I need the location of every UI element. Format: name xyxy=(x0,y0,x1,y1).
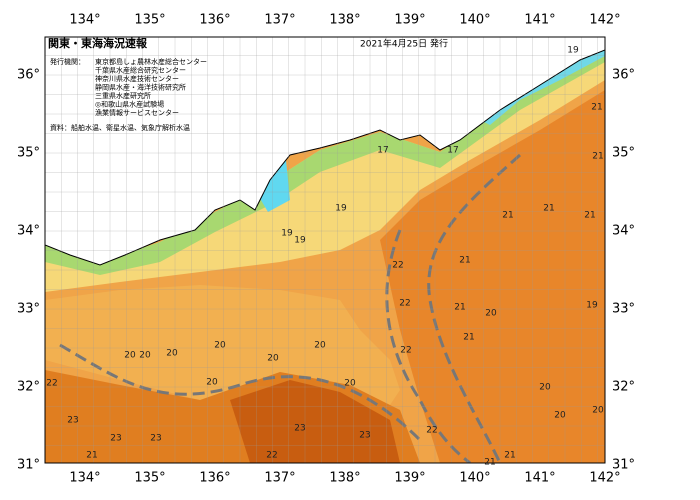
temperature-label: 21 xyxy=(454,303,465,313)
issuer: 静岡県水産・海洋技術研究所 xyxy=(95,83,186,92)
longitude-label: 139° xyxy=(394,471,425,486)
temperature-label: 17 xyxy=(377,146,388,156)
temperature-label: 20 xyxy=(314,341,326,351)
issuer: 漁業情報サービスセンター xyxy=(95,108,179,117)
temperature-label: 19 xyxy=(567,46,579,56)
longitude-label: 142° xyxy=(589,471,620,486)
temperature-label: 21 xyxy=(459,256,470,266)
issuer: 三重県水産研究所 xyxy=(95,91,151,100)
temperature-label: 22 xyxy=(392,261,403,271)
issuer: 神奈川県水産技術センター xyxy=(95,74,179,83)
latitude-label: 32° xyxy=(612,380,635,395)
map-frame xyxy=(44,36,606,464)
longitude-label: 138° xyxy=(329,471,360,486)
temperature-label: 19 xyxy=(586,301,598,311)
latitude-label: 34° xyxy=(17,224,40,239)
latitude-label: 36° xyxy=(17,68,40,83)
longitude-label: 140° xyxy=(459,471,490,486)
temperature-label: 21 xyxy=(86,451,97,461)
title: 関東・東海海況速報 xyxy=(48,36,148,50)
longitude-label: 136° xyxy=(199,471,230,486)
longitude-label: 138° xyxy=(329,13,360,28)
temperature-label: 23 xyxy=(150,434,161,444)
issuers-label: 発行機関： xyxy=(50,57,85,66)
temperature-label: 19 xyxy=(294,236,306,246)
land xyxy=(45,37,605,266)
longitude-label: 141° xyxy=(524,13,555,28)
current-edge xyxy=(427,153,522,463)
temperature-label: 21 xyxy=(463,333,474,343)
temperature-label: 20 xyxy=(554,411,566,421)
temperature-label: 23 xyxy=(67,416,78,426)
temperature-label: 20 xyxy=(206,378,218,388)
temperature-label: 23 xyxy=(359,431,370,441)
temperature-label: 20 xyxy=(124,351,136,361)
temperature-label: 22 xyxy=(426,426,437,436)
temperature-label: 21 xyxy=(504,451,515,461)
latitude-label: 35° xyxy=(612,146,635,161)
temperature-label: 22 xyxy=(266,451,277,461)
temperature-label: 21 xyxy=(543,204,554,214)
latitude-label: 31° xyxy=(612,458,635,473)
temperature-label: 20 xyxy=(267,354,279,364)
labels: 134° 134° 135° 135° 136° 136° 137° 137° 138° 138°… xyxy=(17,13,635,486)
latitude-label: 36° xyxy=(612,68,635,83)
latitude-label: 33° xyxy=(17,302,40,317)
latitude-label: 32° xyxy=(17,380,40,395)
map-area xyxy=(45,37,605,463)
longitude-label: 134° xyxy=(69,471,100,486)
temperature-label: 20 xyxy=(214,341,226,351)
longitude-label: 142° xyxy=(589,13,620,28)
temperature-label: 20 xyxy=(139,351,151,361)
longitude-label: 140° xyxy=(459,13,490,28)
longitude-label: 137° xyxy=(264,13,295,28)
temperature-label: 21 xyxy=(591,103,602,113)
latitude-label: 33° xyxy=(612,302,635,317)
kuroshio-axis xyxy=(59,343,422,442)
shelf-band xyxy=(45,50,605,275)
temperature-label: 20 xyxy=(539,383,551,393)
issue-date: 2021年4月25日 発行 xyxy=(360,38,448,50)
longitude-label: 139° xyxy=(394,13,425,28)
longitude-label: 135° xyxy=(134,471,165,486)
temperature-label: 20 xyxy=(166,349,178,359)
temperature-label: 19 xyxy=(281,229,293,239)
issuer: 千葉県水産総合研究センター xyxy=(95,66,186,75)
temperature-label: 21 xyxy=(484,458,495,468)
temperature-label: 22 xyxy=(399,299,410,309)
temperature-label: 20 xyxy=(344,379,356,389)
longitude-label: 135° xyxy=(134,13,165,28)
latitude-label: 31° xyxy=(17,458,40,473)
temperature-label: 23 xyxy=(110,434,121,444)
temperature-label: 21 xyxy=(502,211,513,221)
temperature-label: 22 xyxy=(46,379,57,389)
source: 資料：船舶水温、衛星水温、気象庁解析水温 xyxy=(50,123,190,132)
latitude-label: 35° xyxy=(17,146,40,161)
temperature-label: 21 xyxy=(592,152,603,162)
longitude-label: 134° xyxy=(69,13,100,28)
temperature-label: 23 xyxy=(294,424,305,434)
grid xyxy=(45,37,605,463)
longitude-label: 137° xyxy=(264,471,295,486)
issuer: ◎和歌山県水産試験場 xyxy=(95,100,164,109)
temperature-label: 20 xyxy=(485,309,497,319)
temperature-label: 17 xyxy=(447,146,458,156)
temperature-label: 20 xyxy=(592,406,604,416)
latitude-label: 34° xyxy=(612,224,635,239)
temperature-label: 22 xyxy=(400,346,411,356)
issuer: 東京都島しょ農林水産総合センター xyxy=(95,57,207,66)
longitude-label: 141° xyxy=(524,471,555,486)
temperature-label: 21 xyxy=(584,211,595,221)
longitude-label: 136° xyxy=(199,13,230,28)
temperature-label: 19 xyxy=(335,204,347,214)
sagami-coast xyxy=(480,48,605,125)
